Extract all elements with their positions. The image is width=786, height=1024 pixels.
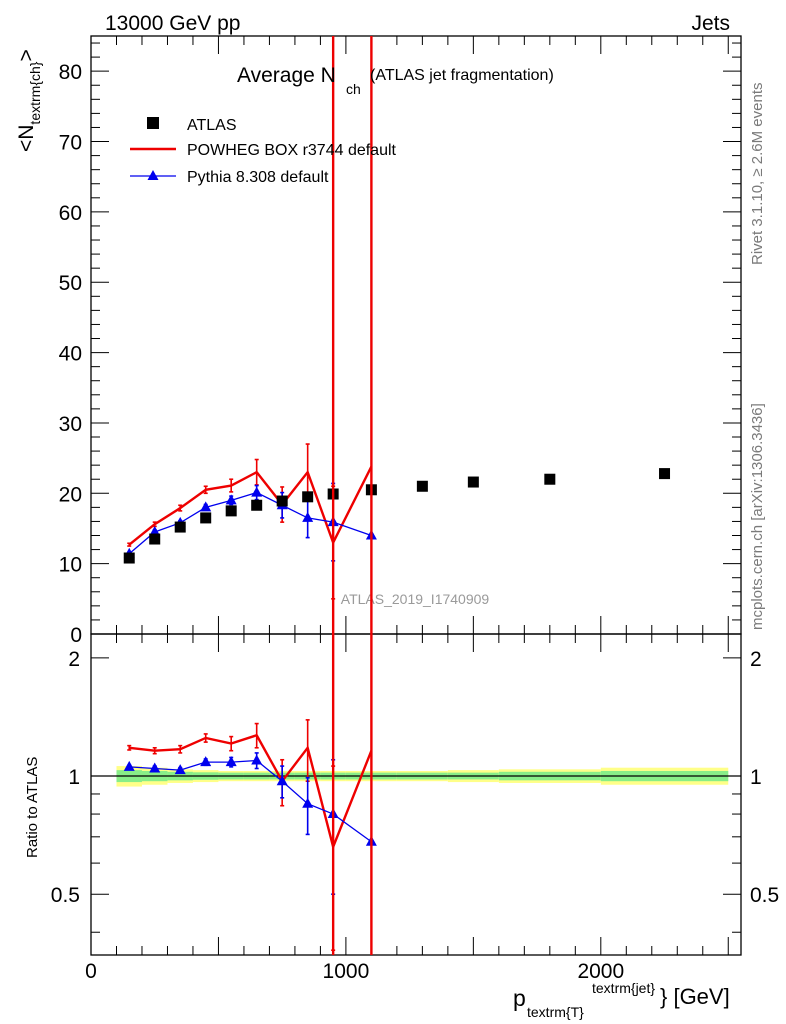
legend-powheg-label: POWHEG BOX r3744 default xyxy=(187,142,397,159)
ratio-tick-label-right: 2 xyxy=(750,648,762,671)
pythia-ratio-marker xyxy=(149,762,161,773)
rivet-version-label: Rivet 3.1.10, ≥ 2.6M events xyxy=(749,83,766,266)
atlas-data-point xyxy=(251,499,263,511)
pythia-ratio-marker xyxy=(302,797,314,808)
ratio-line-triangle xyxy=(129,759,372,843)
y-tick-label: 20 xyxy=(59,483,82,506)
y-axis-label-close: > xyxy=(15,49,38,61)
ratio-tick-label-right: 0.5 xyxy=(750,884,779,907)
legend-pythia-marker xyxy=(147,170,159,180)
y-axis-label-main: <N xyxy=(15,125,38,152)
ratio-tick-label: 0.5 xyxy=(51,884,80,907)
x-tick-label: 0 xyxy=(85,960,97,983)
plot-title: Average N ch (ATLAS jet fragmentation) xyxy=(237,64,554,97)
y-tick-label: 10 xyxy=(59,554,82,577)
pythia-ratio-marker xyxy=(225,756,237,767)
series-line-triangle xyxy=(128,491,372,555)
series-line-line xyxy=(128,466,373,546)
y-tick-label: 30 xyxy=(59,413,82,436)
title-main: Average N xyxy=(237,64,336,87)
atlas-data-point xyxy=(225,505,237,517)
powheg-vertical-lines xyxy=(331,36,373,955)
legend-pythia-label: Pythia 8.308 default xyxy=(187,169,329,186)
pythia-ratio-marker xyxy=(251,754,263,765)
y-axis-label: <Ntextrm{ch}> xyxy=(15,49,43,152)
x-axis-label: p textrm{T} textrm{jet} } [GeV] xyxy=(513,980,730,1020)
atlas-data-point xyxy=(123,552,135,564)
y-axis-label-sub: textrm{ch} xyxy=(27,61,43,124)
y-tick-label: 40 xyxy=(59,343,82,366)
ratio-tick-label: 1 xyxy=(68,766,80,789)
x-axis-label-sub: textrm{T} xyxy=(527,1004,584,1020)
y-tick-label: 0 xyxy=(70,624,82,647)
pythia-ratio-marker xyxy=(200,756,212,767)
atlas-data-point xyxy=(149,533,161,545)
data-series xyxy=(123,443,671,951)
axis-tick-labels: 0 10 20 30 40 50 60 70 80 0 1000 2000 0.5 0.5 1 1 2 2 xyxy=(51,61,779,983)
atlas-data-point xyxy=(659,468,671,480)
svg-text:<Ntextrm{ch}>: <Ntextrm{ch}> xyxy=(15,49,43,152)
x-axis-label-unit: } [GeV] xyxy=(660,984,730,1009)
header-left: 13000 GeV pp xyxy=(105,12,240,35)
pythia-ratio-marker xyxy=(276,775,288,786)
atlas-data-point xyxy=(200,512,212,524)
analysis-watermark: ATLAS_2019_I1740909 xyxy=(341,591,490,607)
atlas-data-point xyxy=(174,521,186,533)
y-tick-label: 60 xyxy=(59,202,82,225)
legend-atlas-label: ATLAS xyxy=(187,117,237,134)
ratio-tick-label-right: 1 xyxy=(750,766,762,789)
pythia-marker xyxy=(225,494,237,505)
title-subscript: ch xyxy=(346,81,361,97)
atlas-data-point xyxy=(302,491,314,503)
ratio-y-axis-label: Ratio to ATLAS xyxy=(24,757,41,858)
atlas-data-point xyxy=(544,473,556,485)
x-axis-label-main: p xyxy=(513,985,526,1011)
atlas-data-point xyxy=(276,495,288,507)
mcplots-credit-label: mcplots.cern.ch [arXiv:1306.3436] xyxy=(749,403,766,630)
pythia-ratio-marker xyxy=(123,760,135,771)
title-parenthetical: (ATLAS jet fragmentation) xyxy=(370,67,554,84)
legend-atlas-marker xyxy=(147,117,159,129)
y-tick-label: 70 xyxy=(59,132,82,155)
atlas-data-point xyxy=(467,476,479,488)
pythia-ratio-marker xyxy=(174,764,186,775)
pythia-marker xyxy=(149,525,161,536)
x-tick-label: 1000 xyxy=(323,960,370,983)
ratio-tick-label: 2 xyxy=(68,648,80,671)
legend: ATLAS POWHEG BOX r3744 default Pythia 8.… xyxy=(130,117,397,186)
ratio-plot-frame xyxy=(90,633,742,956)
pythia-marker xyxy=(302,511,314,522)
x-tick-label: 2000 xyxy=(577,960,624,983)
y-tick-label: 50 xyxy=(59,272,82,295)
y-tick-label: 80 xyxy=(59,61,82,84)
header-right: Jets xyxy=(691,12,730,35)
atlas-data-point xyxy=(416,480,428,492)
pythia-marker xyxy=(251,486,263,497)
pythia-marker xyxy=(200,501,212,512)
ratio-line-line xyxy=(129,733,373,851)
x-axis-label-sup: textrm{jet} xyxy=(592,980,655,996)
